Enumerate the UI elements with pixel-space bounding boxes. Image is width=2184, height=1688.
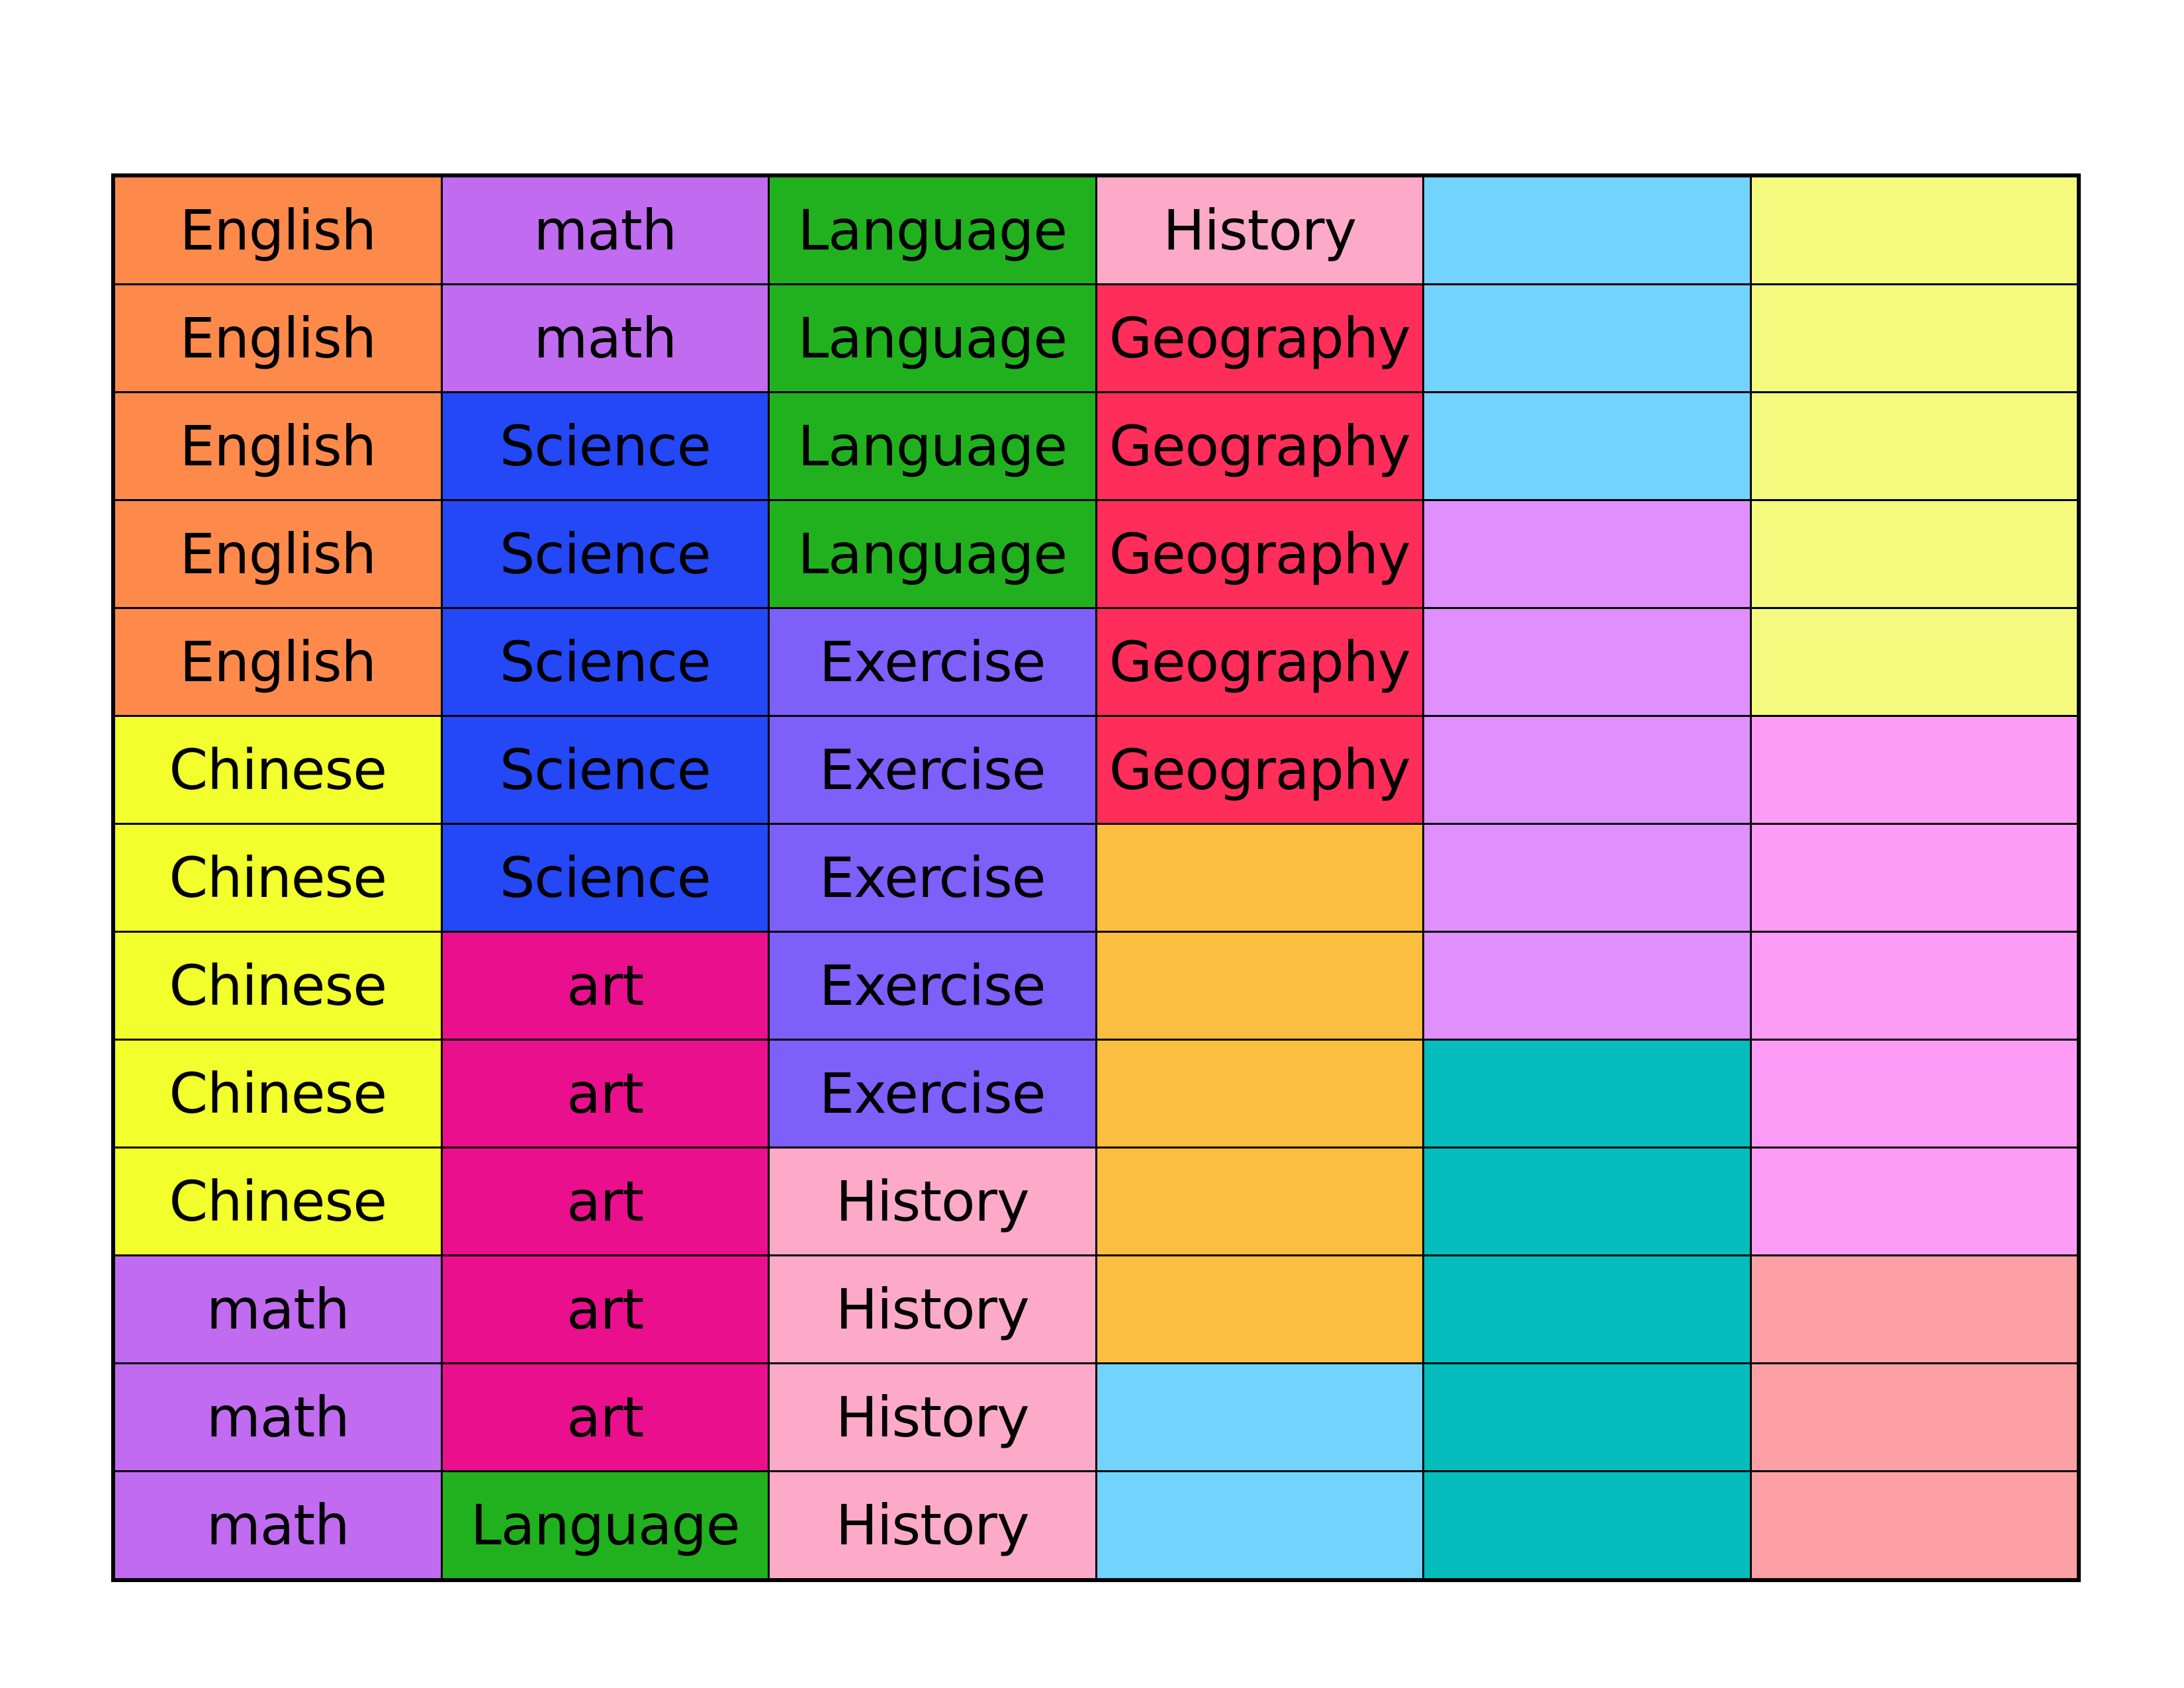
label-cell-blank	[1752, 1041, 2077, 1147]
label-cell-blank	[1097, 1041, 1423, 1147]
label-cell-blank	[1424, 1149, 1750, 1254]
label-cell-art: art	[443, 1041, 768, 1147]
label-cell-geography: Geography	[1097, 393, 1423, 499]
label-cell-chinese: Chinese	[115, 717, 441, 823]
label-cell-blank	[1097, 1149, 1423, 1254]
label-cell-blank	[1752, 501, 2077, 607]
label-cell-blank	[1752, 177, 2077, 283]
label-cell-blank	[1097, 1364, 1423, 1470]
label-cell-math: math	[115, 1256, 441, 1362]
label-cell-blank	[1752, 933, 2077, 1039]
label-cell-history: History	[770, 1256, 1095, 1362]
label-cell-english: English	[115, 501, 441, 607]
label-cell-blank	[1424, 1364, 1750, 1470]
label-cell-science: Science	[443, 393, 768, 499]
label-cell-art: art	[443, 1149, 768, 1254]
label-cell-english: English	[115, 177, 441, 283]
label-cell-language: Language	[770, 285, 1095, 391]
label-cell-history: History	[770, 1364, 1095, 1470]
label-cell-blank	[1424, 1472, 1750, 1578]
label-cell-history: History	[770, 1149, 1095, 1254]
label-cell-english: English	[115, 285, 441, 391]
label-cell-english: English	[115, 393, 441, 499]
label-cell-science: Science	[443, 609, 768, 715]
label-cell-language: Language	[770, 177, 1095, 283]
label-cell-chinese: Chinese	[115, 825, 441, 931]
label-cell-blank	[1424, 1041, 1750, 1147]
label-cell-blank	[1752, 1472, 2077, 1578]
label-cell-blank	[1424, 1256, 1750, 1362]
label-cell-exercise: Exercise	[770, 609, 1095, 715]
label-cell-blank	[1424, 393, 1750, 499]
label-cell-english: English	[115, 609, 441, 715]
label-cell-science: Science	[443, 825, 768, 931]
label-cell-geography: Geography	[1097, 285, 1423, 391]
label-cell-blank	[1752, 825, 2077, 931]
subject-label-grid: English math Language History English math Lan…	[111, 173, 2081, 1582]
label-cell-blank	[1752, 717, 2077, 823]
label-cell-blank	[1097, 1472, 1423, 1578]
label-cell-language: Language	[443, 1472, 768, 1578]
label-cell-science: Science	[443, 501, 768, 607]
label-cell-history: History	[770, 1472, 1095, 1578]
label-cell-art: art	[443, 933, 768, 1039]
label-cell-blank	[1424, 717, 1750, 823]
label-cell-blank	[1097, 933, 1423, 1039]
label-cell-blank	[1097, 1256, 1423, 1362]
label-cell-blank	[1752, 1364, 2077, 1470]
label-cell-blank	[1424, 609, 1750, 715]
label-cell-exercise: Exercise	[770, 1041, 1095, 1147]
label-cell-geography: Geography	[1097, 717, 1423, 823]
label-cell-blank	[1752, 1256, 2077, 1362]
label-cell-art: art	[443, 1256, 768, 1362]
label-cell-math: math	[115, 1472, 441, 1578]
label-cell-blank	[1424, 501, 1750, 607]
label-cell-blank	[1752, 393, 2077, 499]
label-cell-math: math	[443, 285, 768, 391]
label-cell-language: Language	[770, 501, 1095, 607]
label-cell-exercise: Exercise	[770, 717, 1095, 823]
label-cell-blank	[1752, 1149, 2077, 1254]
label-cell-chinese: Chinese	[115, 933, 441, 1039]
label-cell-science: Science	[443, 717, 768, 823]
label-cell-blank	[1424, 285, 1750, 391]
label-cell-exercise: Exercise	[770, 933, 1095, 1039]
label-cell-blank	[1097, 825, 1423, 931]
label-cell-blank	[1752, 609, 2077, 715]
label-cell-geography: Geography	[1097, 609, 1423, 715]
label-cell-math: math	[115, 1364, 441, 1470]
label-cell-blank	[1424, 933, 1750, 1039]
label-cell-exercise: Exercise	[770, 825, 1095, 931]
label-cell-blank	[1424, 177, 1750, 283]
label-cell-chinese: Chinese	[115, 1149, 441, 1254]
label-cell-blank	[1752, 285, 2077, 391]
label-cell-history: History	[1097, 177, 1423, 283]
label-cell-blank	[1424, 825, 1750, 931]
label-cell-art: art	[443, 1364, 768, 1470]
label-cell-language: Language	[770, 393, 1095, 499]
label-cell-math: math	[443, 177, 768, 283]
label-cell-chinese: Chinese	[115, 1041, 441, 1147]
label-cell-geography: Geography	[1097, 501, 1423, 607]
